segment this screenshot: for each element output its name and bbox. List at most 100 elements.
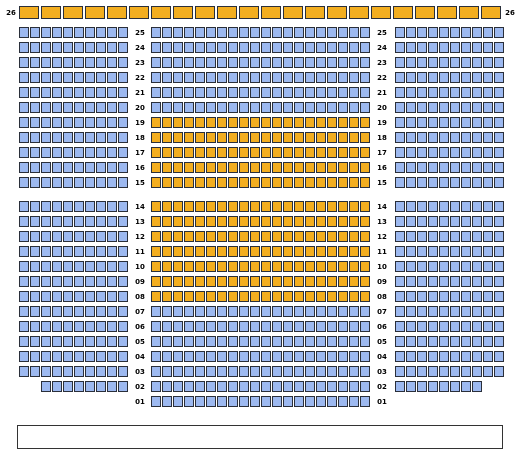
seat-row05-center-2[interactable] — [162, 336, 172, 347]
seat-row10-center-8[interactable] — [228, 261, 238, 272]
seat-row14-center-16[interactable] — [316, 201, 326, 212]
seat-row20-left-4[interactable] — [52, 102, 62, 113]
seat-row19-center-17[interactable] — [327, 117, 337, 128]
seat-row24-left-3[interactable] — [41, 42, 51, 53]
seat-row02-center-2[interactable] — [162, 381, 172, 392]
seat-row15-center-13[interactable] — [283, 177, 293, 188]
seat-row22-right-9[interactable] — [483, 72, 493, 83]
seat-row18-right-10[interactable] — [494, 132, 504, 143]
seat-row02-left-2[interactable] — [52, 381, 62, 392]
seat-row09-right-7[interactable] — [461, 276, 471, 287]
seat-row14-center-3[interactable] — [173, 201, 183, 212]
seat-row18-center-3[interactable] — [173, 132, 183, 143]
seat-row16-center-16[interactable] — [316, 162, 326, 173]
seat-row01-center-3[interactable] — [173, 396, 183, 407]
seat-row23-center-3[interactable] — [173, 57, 183, 68]
seat-row03-center-16[interactable] — [316, 366, 326, 377]
seat-row01-center-19[interactable] — [349, 396, 359, 407]
seat-row12-left-10[interactable] — [118, 231, 128, 242]
seat-row10-left-4[interactable] — [52, 261, 62, 272]
seat-row05-left-2[interactable] — [30, 336, 40, 347]
seat-row14-left-9[interactable] — [107, 201, 117, 212]
seat-row06-center-2[interactable] — [162, 321, 172, 332]
seat-row18-left-5[interactable] — [63, 132, 73, 143]
seat-row08-center-3[interactable] — [173, 291, 183, 302]
seat-row23-left-1[interactable] — [19, 57, 29, 68]
seat-row10-right-7[interactable] — [461, 261, 471, 272]
seat-row18-left-8[interactable] — [96, 132, 106, 143]
seat-row11-center-3[interactable] — [173, 246, 183, 257]
seat-row18-left-7[interactable] — [85, 132, 95, 143]
seat-row03-left-2[interactable] — [30, 366, 40, 377]
seat-row18-left-1[interactable] — [19, 132, 29, 143]
seat-row06-center-7[interactable] — [217, 321, 227, 332]
seat-row13-left-5[interactable] — [63, 216, 73, 227]
seat-row03-center-15[interactable] — [305, 366, 315, 377]
seat-row20-center-14[interactable] — [294, 102, 304, 113]
seat-row25-center-1[interactable] — [151, 27, 161, 38]
seat-row11-center-20[interactable] — [360, 246, 370, 257]
seat-row16-center-4[interactable] — [184, 162, 194, 173]
seat-row03-right-2[interactable] — [406, 366, 416, 377]
seat-row23-center-8[interactable] — [228, 57, 238, 68]
seat-row19-center-8[interactable] — [228, 117, 238, 128]
seat-row06-center-11[interactable] — [261, 321, 271, 332]
seat-row02-center-8[interactable] — [228, 381, 238, 392]
seat-row04-center-19[interactable] — [349, 351, 359, 362]
seat-row08-center-5[interactable] — [195, 291, 205, 302]
seat-row11-left-5[interactable] — [63, 246, 73, 257]
seat-row24-center-12[interactable] — [272, 42, 282, 53]
seat-row14-center-4[interactable] — [184, 201, 194, 212]
seat-row05-center-12[interactable] — [272, 336, 282, 347]
seat-row22-center-13[interactable] — [283, 72, 293, 83]
seat-row12-right-7[interactable] — [461, 231, 471, 242]
seat-row24-center-14[interactable] — [294, 42, 304, 53]
seat-row19-left-1[interactable] — [19, 117, 29, 128]
seat-row02-right-1[interactable] — [395, 381, 405, 392]
seat-row16-center-18[interactable] — [338, 162, 348, 173]
seat-row03-center-3[interactable] — [173, 366, 183, 377]
seat-row15-center-8[interactable] — [228, 177, 238, 188]
seat-row21-right-4[interactable] — [428, 87, 438, 98]
seat-row19-center-12[interactable] — [272, 117, 282, 128]
seat-row21-center-4[interactable] — [184, 87, 194, 98]
seat-row05-left-6[interactable] — [74, 336, 84, 347]
seat-row03-center-19[interactable] — [349, 366, 359, 377]
seat-row10-right-6[interactable] — [450, 261, 460, 272]
seat-row23-right-10[interactable] — [494, 57, 504, 68]
seat-row06-center-14[interactable] — [294, 321, 304, 332]
seat-row18-center-15[interactable] — [305, 132, 315, 143]
seat-row19-center-13[interactable] — [283, 117, 293, 128]
seat-row02-right-7[interactable] — [461, 381, 471, 392]
seat-row06-right-4[interactable] — [428, 321, 438, 332]
seat-row11-right-8[interactable] — [472, 246, 482, 257]
seat-row21-right-8[interactable] — [472, 87, 482, 98]
seat-row03-right-5[interactable] — [439, 366, 449, 377]
seat-row13-right-9[interactable] — [483, 216, 493, 227]
seat-row26-10[interactable] — [217, 6, 237, 19]
seat-row08-right-9[interactable] — [483, 291, 493, 302]
seat-row10-right-5[interactable] — [439, 261, 449, 272]
seat-row01-center-4[interactable] — [184, 396, 194, 407]
seat-row17-center-7[interactable] — [217, 147, 227, 158]
seat-row15-center-17[interactable] — [327, 177, 337, 188]
seat-row25-center-10[interactable] — [250, 27, 260, 38]
seat-row18-center-11[interactable] — [261, 132, 271, 143]
seat-row21-left-3[interactable] — [41, 87, 51, 98]
seat-row19-center-2[interactable] — [162, 117, 172, 128]
seat-row23-left-5[interactable] — [63, 57, 73, 68]
seat-row08-center-8[interactable] — [228, 291, 238, 302]
seat-row16-left-3[interactable] — [41, 162, 51, 173]
seat-row22-left-10[interactable] — [118, 72, 128, 83]
seat-row03-center-5[interactable] — [195, 366, 205, 377]
seat-row25-center-17[interactable] — [327, 27, 337, 38]
seat-row01-center-14[interactable] — [294, 396, 304, 407]
seat-row08-left-5[interactable] — [63, 291, 73, 302]
seat-row17-center-13[interactable] — [283, 147, 293, 158]
seat-row07-center-11[interactable] — [261, 306, 271, 317]
seat-row26-16[interactable] — [349, 6, 369, 19]
seat-row05-center-10[interactable] — [250, 336, 260, 347]
seat-row19-left-3[interactable] — [41, 117, 51, 128]
seat-row20-center-13[interactable] — [283, 102, 293, 113]
seat-row07-right-4[interactable] — [428, 306, 438, 317]
